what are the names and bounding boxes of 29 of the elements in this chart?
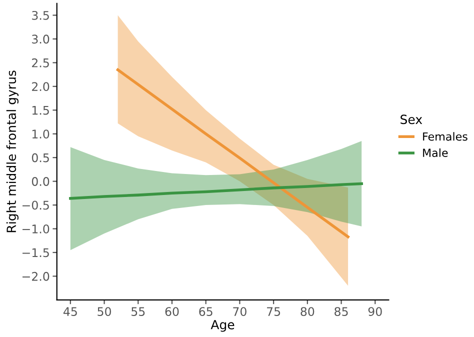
legend-title: Sex: [400, 114, 422, 124]
y-tick-label: 2.5: [32, 58, 49, 68]
y-tick-label: 3.5: [32, 10, 49, 20]
x-tick-label: 45: [63, 307, 77, 316]
y-tick-label: 1.5: [32, 106, 49, 115]
line-series: [69, 182, 363, 200]
x-tick-label: 90: [368, 307, 382, 316]
x-tick-label: 70: [233, 307, 246, 316]
x-tick-label: 85: [334, 307, 348, 316]
x-tick-label: 65: [199, 307, 212, 316]
x-axis-title: Age: [210, 320, 234, 332]
y-tick-label: 0.0: [32, 177, 50, 186]
y-tick-label: −1.0: [22, 224, 50, 234]
y-tick-label: −0.5: [22, 200, 49, 210]
y-tick-label: 3.0: [32, 34, 50, 44]
legend-label: Females: [423, 132, 468, 141]
x-tick-label: 75: [267, 307, 280, 316]
y-tick-label: −2.0: [22, 272, 50, 281]
y-tick-label: 1.0: [32, 130, 50, 139]
x-tick-label: 60: [165, 307, 179, 316]
y-axis-title: Right middle frontal gyrus: [6, 70, 18, 232]
y-tick-label: 0.5: [32, 153, 49, 162]
y-tick-label: 2.0: [32, 82, 50, 92]
y-tick-label: −1.5: [22, 248, 49, 258]
x-tick-label: 50: [98, 307, 112, 316]
line-series: [116, 68, 350, 238]
x-tick-label: 55: [132, 307, 145, 316]
legend-label: Male: [423, 148, 448, 158]
x-tick-label: 80: [300, 307, 314, 316]
